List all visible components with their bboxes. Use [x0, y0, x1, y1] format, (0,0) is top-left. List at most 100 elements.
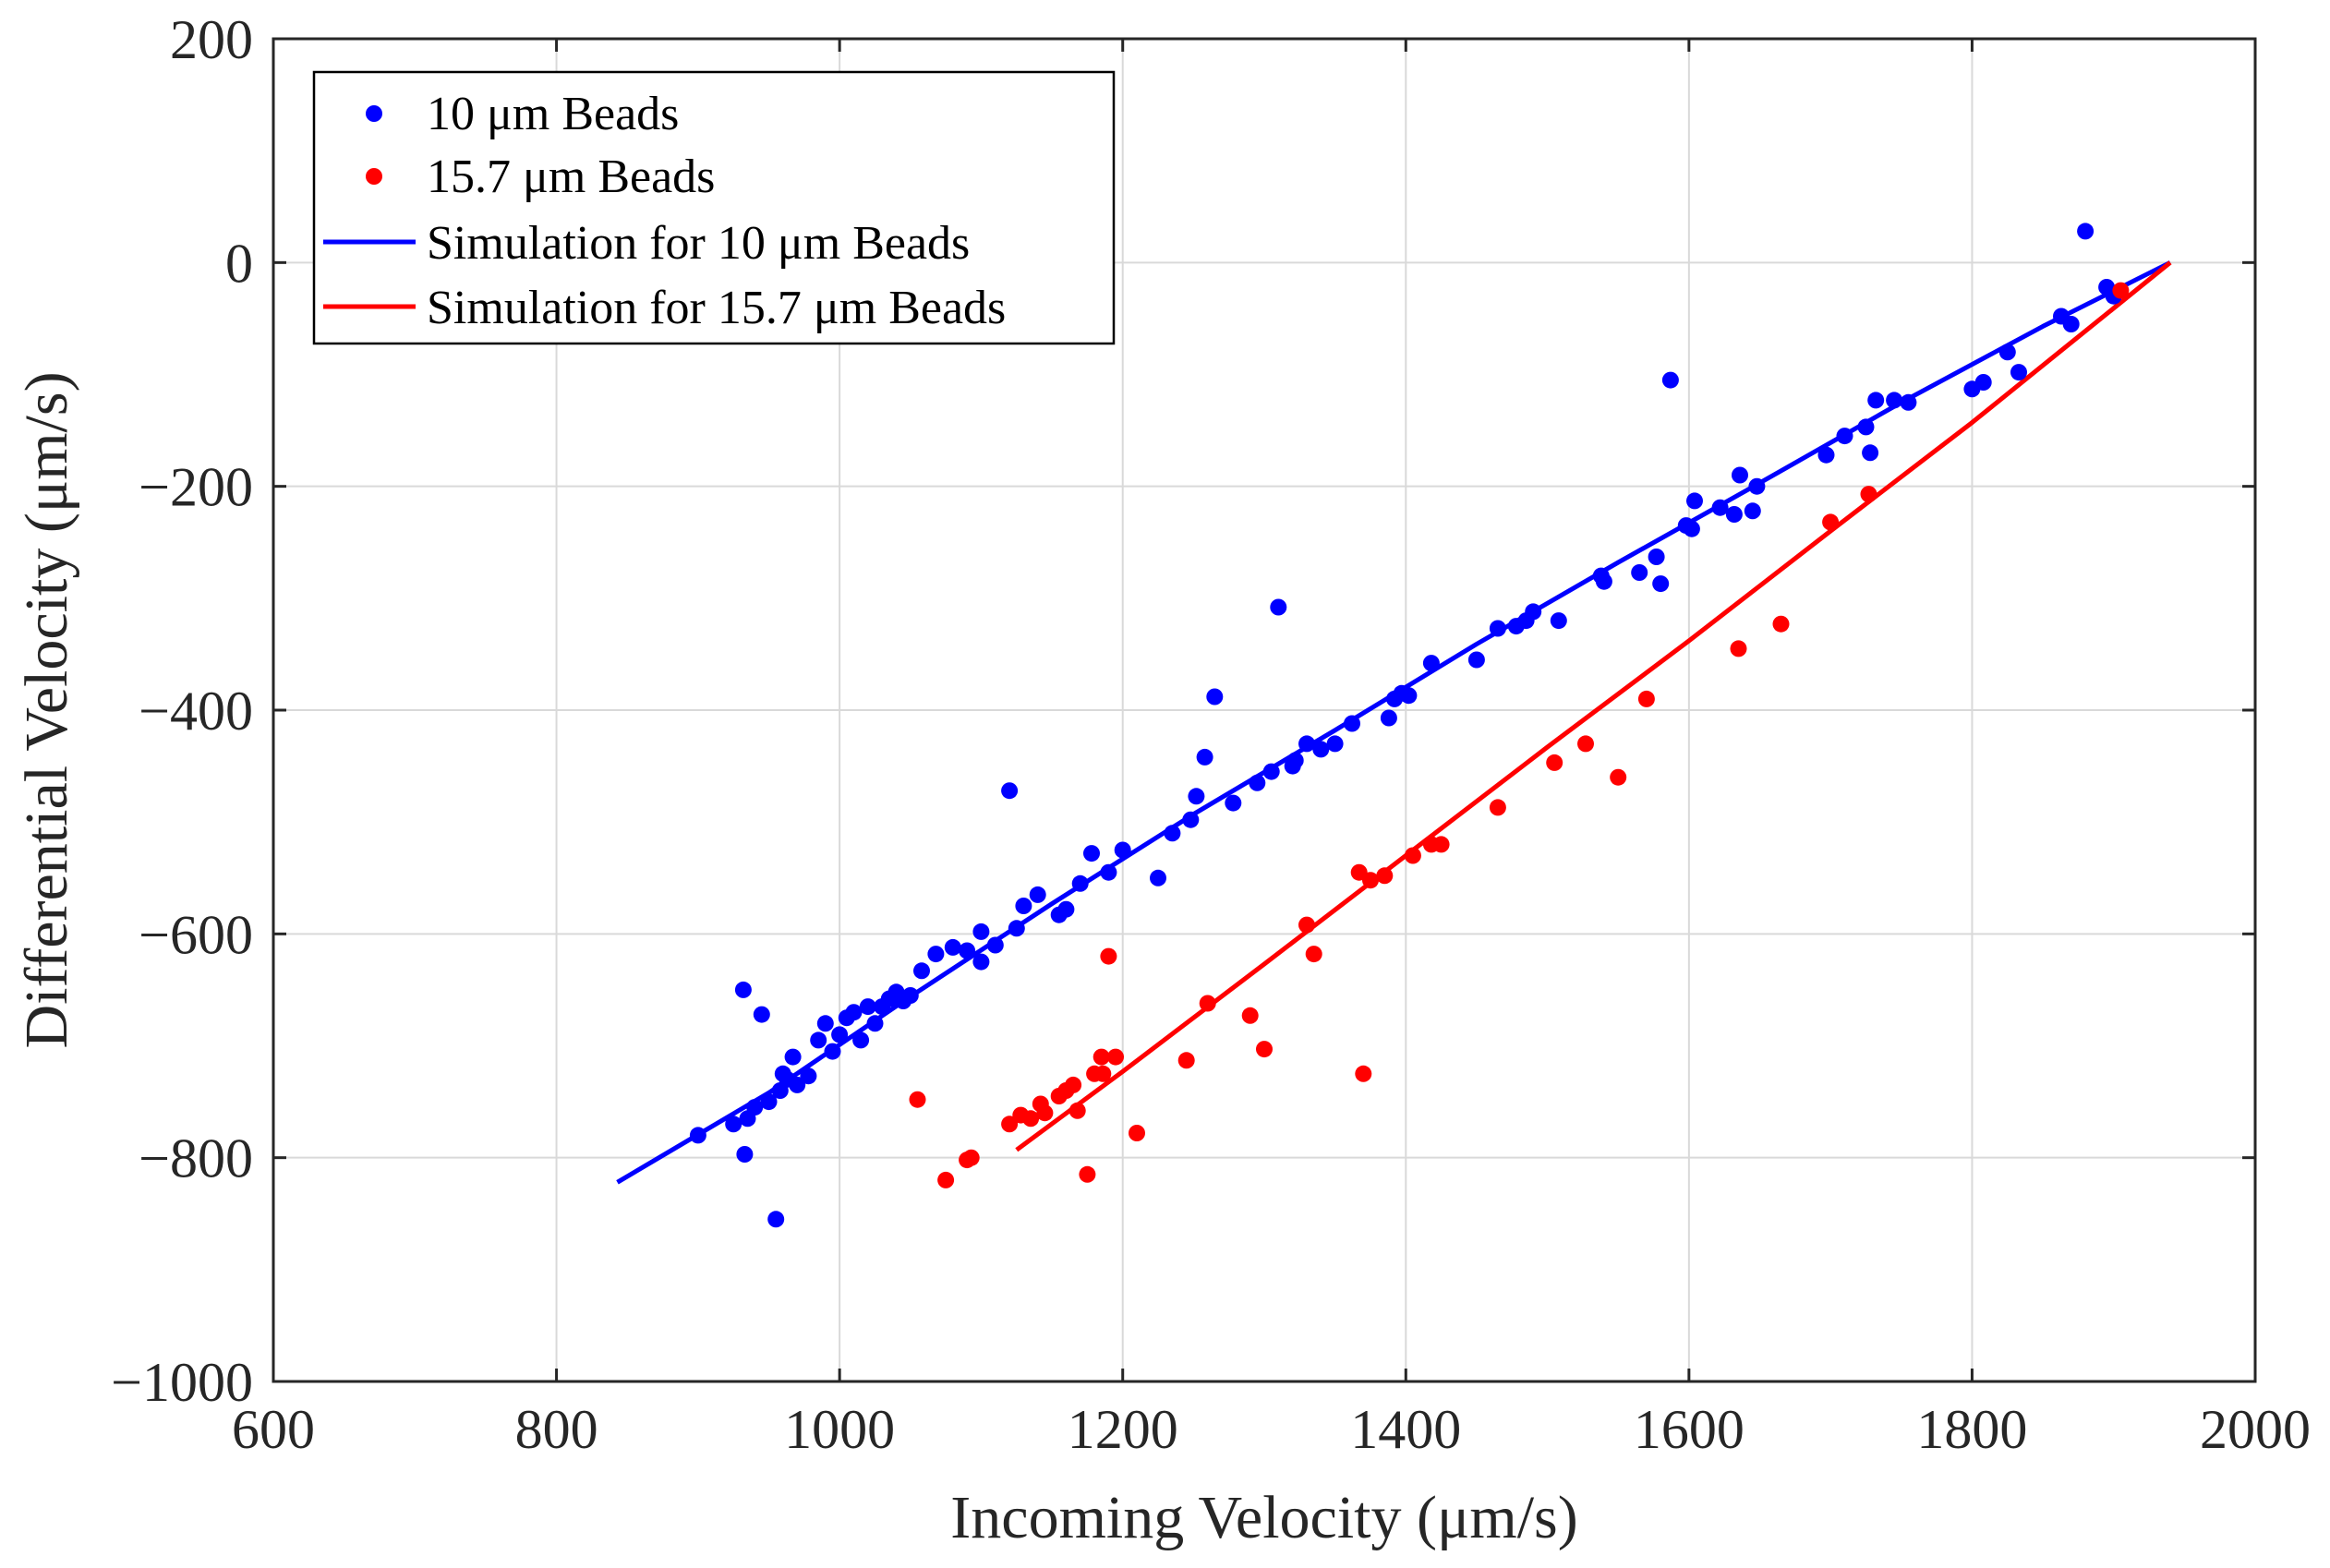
- y-axis-label: Differential Velocity (μm/s): [13, 371, 80, 1048]
- data-point-10-m-beads: [852, 1031, 870, 1049]
- data-point-10-m-beads: [760, 1093, 778, 1111]
- data-point-10-m-beads: [1595, 573, 1612, 590]
- data-point-10-m-beads: [986, 936, 1004, 954]
- data-point-10-m-beads: [800, 1067, 817, 1085]
- data-point-10-m-beads: [1550, 612, 1567, 630]
- data-point-10-m-beads: [845, 1004, 863, 1021]
- series-line-simulation-for-15-7-m-beads: [1015, 260, 2172, 1152]
- data-point-10-m-beads: [2010, 364, 2027, 381]
- data-point-10-m-beads: [2062, 316, 2080, 332]
- data-point-10-m-beads: [1029, 886, 1046, 903]
- x-tick-label: 800: [515, 1399, 598, 1460]
- data-point-10-m-beads: [859, 998, 876, 1016]
- data-point-10-m-beads: [1344, 715, 1360, 732]
- x-tick-label: 1800: [1916, 1399, 2027, 1460]
- data-point-10-m-beads: [1196, 748, 1213, 766]
- data-point-10-m-beads: [972, 923, 990, 940]
- data-point-15-7-m-beads: [1376, 867, 1394, 885]
- data-point-10-m-beads: [1661, 371, 1679, 389]
- data-point-15-7-m-beads: [1068, 1102, 1086, 1119]
- data-point-10-m-beads: [1867, 392, 1885, 409]
- data-point-10-m-beads: [1262, 763, 1280, 780]
- data-point-10-m-beads: [1150, 869, 1166, 887]
- data-point-10-m-beads: [1008, 920, 1025, 937]
- data-point-10-m-beads: [1998, 344, 2016, 361]
- data-point-10-m-beads: [1900, 393, 1917, 411]
- data-point-10-m-beads: [831, 1026, 849, 1043]
- data-point-10-m-beads: [1886, 392, 1903, 409]
- legend-marker-10um-beads: [366, 105, 382, 122]
- data-point-15-7-m-beads: [1177, 1052, 1195, 1069]
- data-point-10-m-beads: [746, 1099, 764, 1116]
- data-point-10-m-beads: [1164, 825, 1181, 842]
- data-point-10-m-beads: [1857, 418, 1875, 436]
- data-point-15-7-m-beads: [1093, 1048, 1110, 1066]
- data-point-10-m-beads: [2077, 223, 2095, 240]
- data-point-10-m-beads: [784, 1048, 802, 1066]
- data-point-10-m-beads: [1748, 477, 1766, 495]
- y-tick-label: −200: [139, 457, 253, 518]
- data-point-10-m-beads: [1249, 774, 1266, 791]
- data-point-10-m-beads: [1683, 520, 1700, 537]
- data-point-10-m-beads: [1817, 446, 1835, 464]
- data-point-10-m-beads: [1711, 499, 1729, 516]
- data-point-10-m-beads: [767, 1211, 785, 1228]
- y-tick-label: −1000: [111, 1352, 253, 1413]
- data-point-15-7-m-beads: [1432, 836, 1450, 853]
- data-point-15-7-m-beads: [962, 1149, 980, 1166]
- data-point-15-7-m-beads: [1094, 1065, 1112, 1082]
- data-point-10-m-beads: [824, 1043, 841, 1060]
- data-point-15-7-m-beads: [1355, 1065, 1372, 1082]
- data-point-15-7-m-beads: [1256, 1041, 1273, 1058]
- data-point-15-7-m-beads: [1730, 640, 1747, 657]
- data-point-10-m-beads: [789, 1076, 806, 1093]
- data-point-15-7-m-beads: [1610, 768, 1627, 786]
- data-point-10-m-beads: [734, 981, 752, 998]
- data-point-15-7-m-beads: [1305, 946, 1322, 963]
- x-axis-label: Incoming Velocity (μm/s): [950, 1484, 1577, 1551]
- data-point-15-7-m-beads: [1772, 615, 1790, 633]
- data-point-15-7-m-beads: [1022, 1110, 1040, 1128]
- data-point-15-7-m-beads: [1065, 1076, 1082, 1093]
- data-point-10-m-beads: [1489, 620, 1506, 637]
- data-point-10-m-beads: [1525, 603, 1542, 621]
- data-point-10-m-beads: [1836, 428, 1853, 445]
- data-point-10-m-beads: [972, 953, 990, 971]
- data-point-10-m-beads: [810, 1031, 827, 1049]
- data-point-10-m-beads: [1206, 688, 1224, 706]
- data-point-10-m-beads: [1974, 374, 1992, 391]
- data-point-10-m-beads: [1631, 564, 1648, 581]
- y-tick-label: −600: [139, 904, 253, 965]
- legend-label-15-7um-beads: 15.7 μm Beads: [427, 151, 715, 203]
- data-point-10-m-beads: [1326, 735, 1344, 753]
- data-point-10-m-beads: [725, 1116, 742, 1133]
- legend-label-sim-10um: Simulation for 10 μm Beads: [427, 217, 970, 270]
- x-tick-label: 1400: [1350, 1399, 1461, 1460]
- legend-marker-15-7um-beads: [366, 168, 382, 185]
- y-tick-label: −400: [139, 681, 253, 742]
- legend-label-sim-15-7um: Simulation for 15.7 μm Beads: [427, 282, 1006, 334]
- axis-ticks: 600 800 1000 1200 1400 1600 1800 20002000−200−4…: [111, 9, 2311, 1460]
- y-tick-label: 0: [225, 233, 253, 294]
- data-point-10-m-beads: [1652, 575, 1670, 593]
- data-point-10-m-beads: [1422, 655, 1440, 672]
- data-point-15-7-m-beads: [1199, 995, 1216, 1012]
- data-point-15-7-m-beads: [1577, 735, 1594, 753]
- data-point-10-m-beads: [959, 942, 976, 959]
- data-point-10-m-beads: [1114, 841, 1131, 859]
- data-point-10-m-beads: [1057, 900, 1075, 918]
- data-point-15-7-m-beads: [1546, 754, 1563, 771]
- data-point-15-7-m-beads: [1298, 916, 1315, 934]
- data-point-15-7-m-beads: [1001, 1116, 1019, 1133]
- data-point-10-m-beads: [1400, 687, 1418, 705]
- data-point-10-m-beads: [1071, 874, 1089, 892]
- data-point-10-m-beads: [753, 1006, 770, 1023]
- data-point-10-m-beads: [689, 1127, 706, 1144]
- data-point-15-7-m-beads: [1822, 513, 1840, 531]
- data-point-10-m-beads: [1083, 845, 1100, 862]
- data-point-15-7-m-beads: [1860, 486, 1877, 503]
- data-point-10-m-beads: [1100, 863, 1117, 881]
- data-point-15-7-m-beads: [1036, 1104, 1054, 1122]
- x-tick-label: 1000: [784, 1399, 895, 1460]
